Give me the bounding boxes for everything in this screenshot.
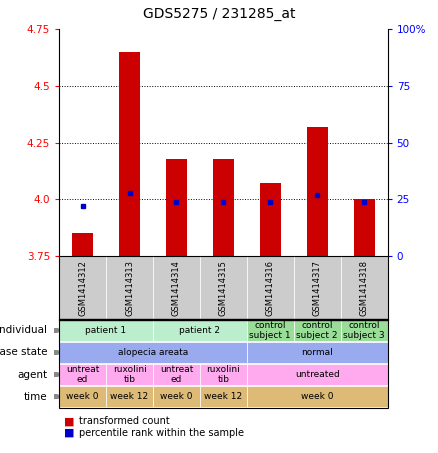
Text: untreated: untreated — [295, 370, 339, 379]
Text: GSM1414317: GSM1414317 — [313, 260, 322, 316]
Text: individual: individual — [0, 325, 47, 335]
Text: week 0: week 0 — [301, 392, 333, 401]
Text: GSM1414316: GSM1414316 — [266, 260, 275, 316]
Text: disease state: disease state — [0, 347, 47, 357]
Bar — [166, 159, 187, 256]
Text: GSM1414318: GSM1414318 — [360, 260, 369, 316]
Text: GSM1414315: GSM1414315 — [219, 260, 228, 316]
Text: control
subject 1: control subject 1 — [250, 321, 291, 340]
Bar — [307, 127, 328, 256]
Bar — [260, 183, 281, 256]
Text: time: time — [24, 392, 47, 402]
Text: week 0: week 0 — [160, 392, 193, 401]
Text: ruxolini
tib: ruxolini tib — [206, 365, 240, 384]
Polygon shape — [54, 350, 62, 355]
Polygon shape — [54, 372, 62, 377]
Text: control
subject 2: control subject 2 — [297, 321, 338, 340]
Text: week 12: week 12 — [204, 392, 243, 401]
Text: percentile rank within the sample: percentile rank within the sample — [79, 428, 244, 438]
Text: untreat
ed: untreat ed — [66, 365, 99, 384]
Text: alopecia areata: alopecia areata — [118, 348, 188, 357]
Text: transformed count: transformed count — [79, 416, 170, 426]
Text: week 12: week 12 — [110, 392, 148, 401]
Text: control
subject 3: control subject 3 — [343, 321, 385, 340]
Text: patient 2: patient 2 — [180, 326, 220, 335]
Text: week 0: week 0 — [66, 392, 99, 401]
Text: ■: ■ — [64, 416, 74, 426]
Bar — [353, 199, 375, 256]
Text: GSM1414312: GSM1414312 — [78, 260, 87, 316]
Text: ■: ■ — [64, 428, 74, 438]
Bar — [119, 52, 140, 256]
Text: agent: agent — [17, 370, 47, 380]
Text: patient 1: patient 1 — [85, 326, 127, 335]
Text: GDS5275 / 231285_at: GDS5275 / 231285_at — [143, 8, 295, 21]
Polygon shape — [54, 394, 62, 400]
Text: ruxolini
tib: ruxolini tib — [113, 365, 146, 384]
Text: GSM1414314: GSM1414314 — [172, 260, 181, 316]
Text: normal: normal — [301, 348, 333, 357]
Text: GSM1414313: GSM1414313 — [125, 260, 134, 316]
Bar — [72, 233, 93, 256]
Bar — [213, 159, 234, 256]
Polygon shape — [54, 328, 62, 333]
Text: untreat
ed: untreat ed — [160, 365, 193, 384]
